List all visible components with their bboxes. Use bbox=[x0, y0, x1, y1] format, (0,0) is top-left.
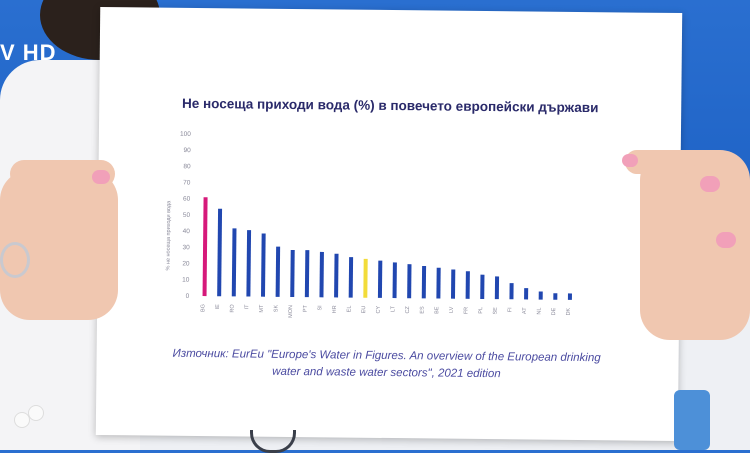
x-tick-label: FI bbox=[507, 307, 513, 312]
bar-sk bbox=[275, 246, 281, 297]
x-tick-label: HR bbox=[332, 305, 338, 313]
x-tick-label: RO bbox=[230, 304, 236, 313]
x-tick-label: DE bbox=[551, 307, 557, 315]
bar-be bbox=[436, 267, 441, 299]
bracelet bbox=[14, 412, 30, 428]
bracelet bbox=[28, 405, 44, 421]
bar-ie bbox=[217, 208, 223, 297]
left-fingernail bbox=[92, 170, 110, 184]
x-tick-label: IE bbox=[215, 304, 221, 310]
x-tick-label: MON bbox=[288, 305, 294, 318]
y-tick-label: 10 bbox=[182, 277, 190, 284]
y-axis-ticks: 0 10 20 30 40 50 60 70 80 90 100 bbox=[180, 131, 191, 300]
y-tick-label: 90 bbox=[183, 147, 191, 154]
bars-group bbox=[202, 197, 572, 300]
bar-se bbox=[494, 276, 500, 300]
bar-lv bbox=[450, 269, 456, 299]
x-tick-label: EL bbox=[347, 306, 353, 313]
bar-it bbox=[246, 230, 252, 297]
x-tick-label: IT bbox=[244, 304, 250, 310]
x-tick-label: BE bbox=[434, 306, 440, 314]
printed-chart-sheet: Не носеща приходи вода (%) в повечето ев… bbox=[95, 6, 683, 442]
y-tick-label: 0 bbox=[186, 293, 190, 300]
x-tick-label: LV bbox=[449, 306, 455, 313]
right-fingernail bbox=[700, 176, 720, 192]
bar-chart: % не носеща приходи вода 0 10 20 30 40 50 60 70… bbox=[166, 131, 572, 318]
x-tick-label: AT bbox=[522, 307, 528, 314]
chart-title: Не носеща приходи вода (%) в повечето ев… bbox=[181, 95, 599, 116]
x-tick-label: MT bbox=[259, 304, 265, 313]
source-note: Източник: EurEu "Europe's Water in Figur… bbox=[136, 345, 636, 384]
y-tick-label: 20 bbox=[182, 260, 190, 267]
bar-es bbox=[421, 265, 427, 299]
watch bbox=[674, 390, 710, 450]
bar-at bbox=[524, 288, 529, 300]
bar-pt bbox=[304, 250, 310, 298]
bar-ro bbox=[231, 228, 237, 297]
bar-eu bbox=[363, 258, 368, 298]
bar-nl bbox=[538, 291, 543, 300]
x-tick-label: CZ bbox=[405, 306, 411, 314]
y-tick-label: 40 bbox=[183, 228, 191, 235]
x-tick-label: SK bbox=[273, 304, 279, 312]
x-tick-label: FR bbox=[463, 307, 469, 314]
bar-dk bbox=[567, 293, 572, 300]
right-fingernail bbox=[716, 232, 736, 248]
bar-fr bbox=[465, 271, 470, 299]
bar-de bbox=[553, 293, 558, 300]
y-tick-label: 60 bbox=[183, 196, 191, 203]
x-tick-label: BG bbox=[200, 304, 206, 312]
bar-lt bbox=[392, 262, 397, 299]
bar-hr bbox=[334, 253, 339, 298]
bar-pl bbox=[480, 274, 485, 300]
y-tick-label: 30 bbox=[182, 244, 190, 251]
bar-cy bbox=[377, 260, 383, 298]
bar-si bbox=[319, 251, 324, 298]
x-tick-label: SI bbox=[317, 305, 323, 311]
x-tick-label: DK bbox=[566, 308, 572, 316]
x-tick-label: CY bbox=[376, 306, 382, 314]
x-tick-label: PT bbox=[303, 304, 309, 312]
bar-mt bbox=[261, 233, 266, 297]
x-tick-label: ES bbox=[420, 306, 426, 314]
bar-bg bbox=[202, 197, 208, 297]
x-tick-label: PL bbox=[478, 307, 484, 314]
channel-logo: V HD bbox=[0, 40, 57, 65]
bar-el bbox=[348, 257, 354, 298]
y-tick-label: 50 bbox=[183, 212, 191, 219]
x-axis-ticks: BG IE RO IT MT SK MON PT SI HR EL EU CY LT CZ ES BE LV FR P… bbox=[200, 304, 572, 318]
y-tick-label: 70 bbox=[183, 179, 191, 186]
y-tick-label: 100 bbox=[180, 131, 191, 138]
ring bbox=[0, 242, 30, 278]
x-tick-label: SE bbox=[493, 307, 499, 315]
x-tick-label: NL bbox=[537, 308, 543, 315]
bar-cz bbox=[407, 264, 412, 299]
x-tick-label: EU bbox=[361, 306, 367, 314]
bar-fi bbox=[509, 283, 514, 300]
y-axis-label: % не носеща приходи вода bbox=[166, 200, 173, 271]
bar-mon bbox=[290, 249, 295, 298]
right-fingernail bbox=[622, 154, 638, 167]
x-tick-label: LT bbox=[390, 305, 396, 312]
y-tick-label: 80 bbox=[183, 163, 191, 170]
